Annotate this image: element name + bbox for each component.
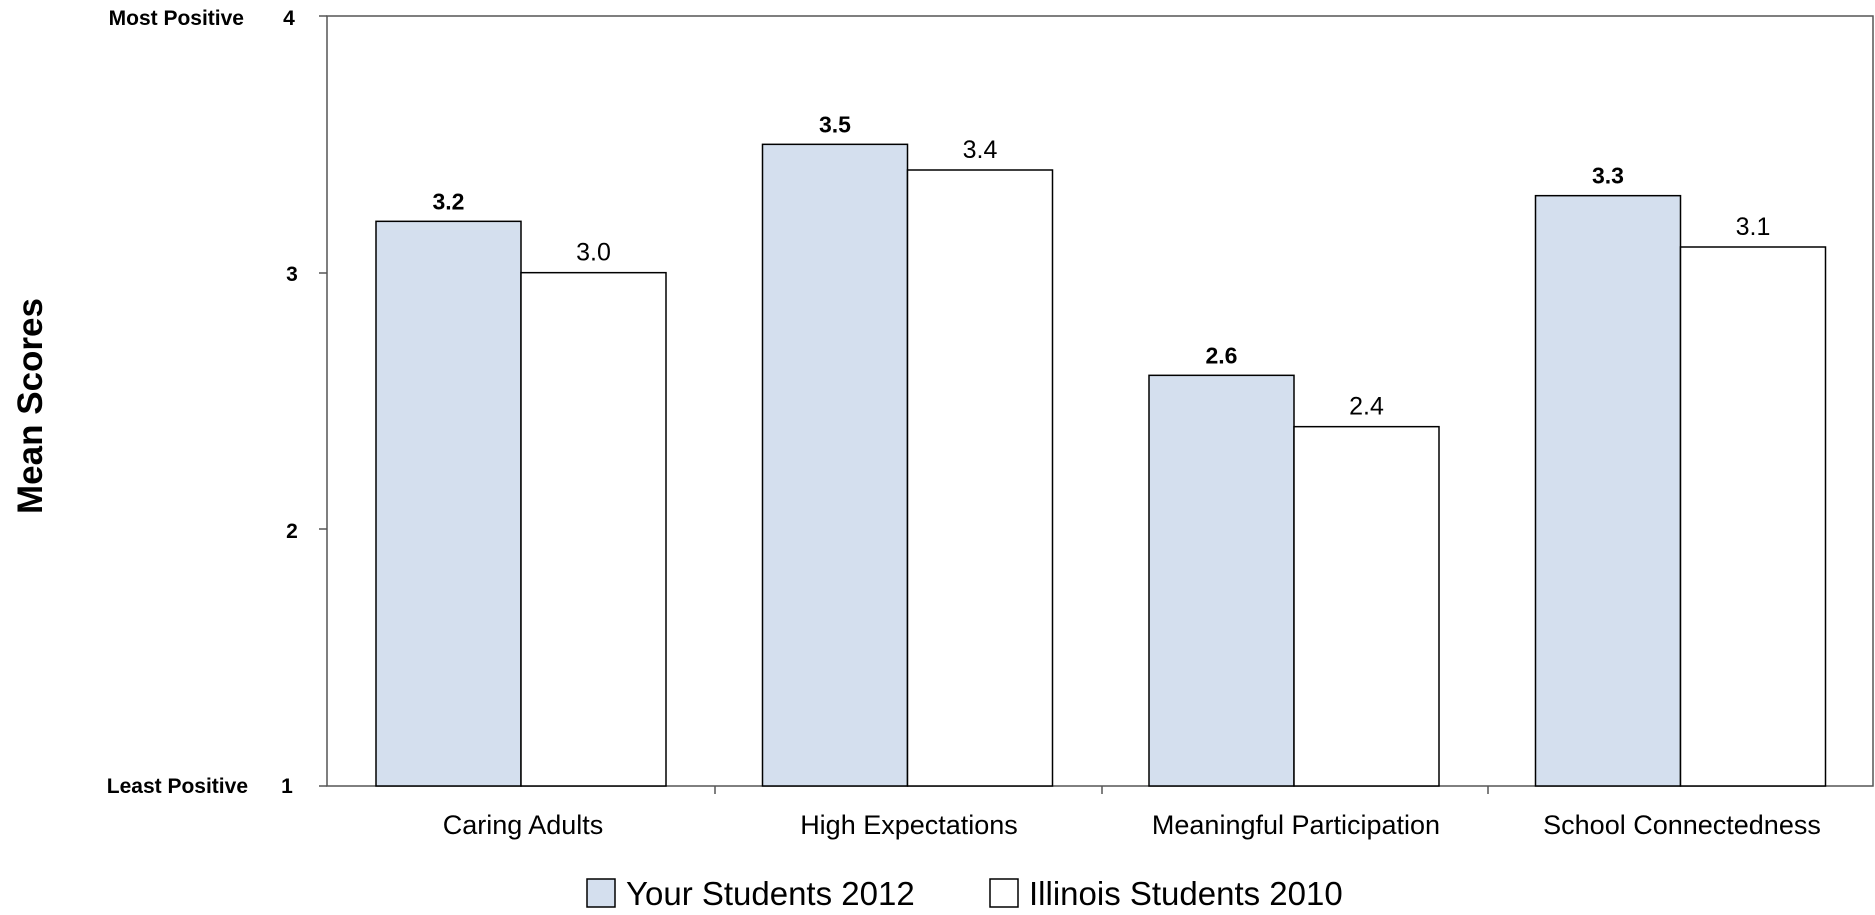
bars-group	[375, 143, 1827, 787]
y-tick-marks	[319, 15, 327, 787]
data-label-illinois-students-2010: 3.4	[963, 136, 998, 164]
data-label-illinois-students-2010: 3.1	[1736, 213, 1771, 241]
y-tick-label-2: 2	[286, 520, 298, 543]
y-axis-title: Mean Scores	[11, 298, 50, 514]
y-anchor-bottom-label: Least Positive	[107, 775, 248, 798]
data-label-illinois-students-2010: 2.4	[1349, 393, 1384, 421]
y-tick-label-1: 1	[281, 775, 293, 798]
legend-label-illinois-students-2010: Illinois Students 2010	[1029, 875, 1343, 912]
y-anchor-top-label: Most Positive	[109, 7, 244, 30]
bar-your-students-2012	[1148, 374, 1295, 787]
legend: Your Students 2012 Illinois Students 201…	[586, 875, 1343, 912]
bar-illinois-students-2010	[1293, 425, 1440, 787]
data-labels-group: 3.2 3.0 3.5 3.4 2.6 2.4 3.3 3.1	[433, 111, 1771, 420]
x-tick-marks	[714, 786, 1489, 794]
x-tick-label-high-expectations: High Expectations	[800, 810, 1018, 840]
data-label-your-students-2012: 3.3	[1592, 163, 1624, 189]
plot-area-frame	[326, 15, 1874, 787]
legend-swatch-your-students-2012	[586, 878, 616, 908]
bar-your-students-2012	[761, 143, 909, 787]
bar-illinois-students-2010	[1679, 246, 1827, 787]
bar-your-students-2012	[375, 220, 522, 787]
data-label-your-students-2012: 3.2	[433, 188, 465, 214]
bar-your-students-2012	[1534, 194, 1682, 787]
y-tick-label-4: 4	[283, 7, 295, 30]
data-label-illinois-students-2010: 3.0	[576, 239, 611, 267]
x-tick-label-school-connectedness: School Connectedness	[1543, 810, 1821, 840]
bar-illinois-students-2010	[906, 169, 1054, 787]
data-label-your-students-2012: 2.6	[1206, 342, 1238, 368]
x-tick-label-meaningful-participation: Meaningful Participation	[1152, 810, 1440, 840]
bar-illinois-students-2010	[520, 271, 667, 787]
x-tick-label-caring-adults: Caring Adults	[443, 810, 604, 840]
legend-label-your-students-2012: Your Students 2012	[626, 875, 915, 912]
data-label-your-students-2012: 3.5	[819, 111, 851, 137]
y-tick-label-3: 3	[286, 263, 298, 286]
legend-swatch-illinois-students-2010	[989, 878, 1019, 908]
